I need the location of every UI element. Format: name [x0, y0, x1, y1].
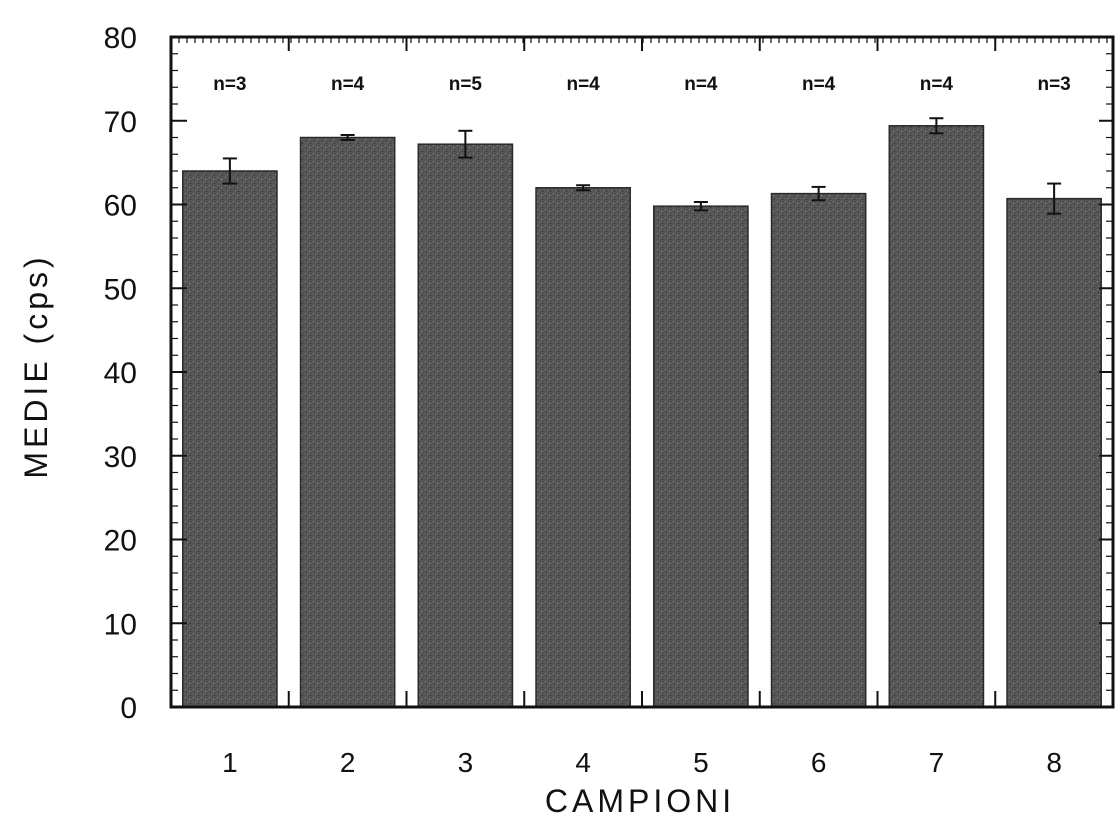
y-tick-label-30: 30 [104, 441, 137, 474]
y-tick-label-70: 70 [104, 106, 137, 139]
sample-size-label-8: n=3 [1037, 74, 1070, 95]
error-bars-layer [222, 117, 1062, 215]
sample-size-label-5: n=4 [684, 74, 718, 95]
sample-size-label-4: n=4 [566, 74, 600, 95]
bar-1 [182, 170, 278, 708]
y-tick-label-20: 20 [104, 525, 137, 558]
x-tick-label-7: 7 [929, 747, 945, 778]
ticks-layer [171, 36, 1113, 708]
sample-size-labels: n=3 n=4 n=5 n=4 n=4 n=4 n=4 n=3 [213, 74, 1071, 95]
y-tick-labels: 0 10 20 30 40 50 60 70 80 [104, 22, 137, 725]
error-bar-4 [576, 184, 591, 192]
error-bar-1 [222, 157, 237, 185]
y-tick-label-40: 40 [104, 357, 137, 390]
y-tick-label-10: 10 [104, 608, 137, 641]
bar-8 [1006, 197, 1102, 708]
x-tick-label-1: 1 [222, 747, 238, 778]
x-tick-label-2: 2 [340, 747, 356, 778]
error-bar-2 [340, 133, 355, 142]
bar-4 [535, 187, 631, 708]
x-tick-label-6: 6 [811, 747, 827, 778]
error-bar-7 [929, 117, 944, 135]
y-axis-title: MEDIE (cps) [18, 253, 54, 478]
y-tick-label-50: 50 [104, 273, 137, 306]
bar-5 [653, 205, 749, 708]
x-tick-label-3: 3 [458, 747, 474, 778]
x-axis-title: CAMPIONI [545, 783, 735, 819]
y-tick-label-0: 0 [120, 692, 137, 725]
bar-2 [299, 136, 396, 708]
error-bar-6 [811, 185, 826, 202]
x-tick-label-4: 4 [575, 747, 591, 778]
bar-7 [888, 125, 985, 708]
x-tick-label-8: 8 [1046, 747, 1062, 778]
error-bar-5 [693, 200, 708, 212]
x-tick-labels: 1 2 3 4 5 6 7 8 [222, 747, 1062, 778]
bars-layer [182, 125, 1102, 708]
sample-size-label-7: n=4 [920, 74, 954, 95]
error-bar-3 [458, 129, 473, 159]
sample-size-label-1: n=3 [213, 74, 246, 95]
sample-size-label-3: n=5 [449, 74, 483, 95]
error-bar-8 [1047, 182, 1062, 215]
x-tick-label-5: 5 [693, 747, 709, 778]
bar-6 [770, 192, 867, 708]
y-tick-label-80: 80 [104, 22, 137, 55]
y-tick-label-60: 60 [104, 190, 137, 223]
sample-size-label-2: n=4 [331, 74, 365, 95]
bar-3 [417, 143, 514, 708]
sample-size-label-6: n=4 [802, 74, 836, 95]
